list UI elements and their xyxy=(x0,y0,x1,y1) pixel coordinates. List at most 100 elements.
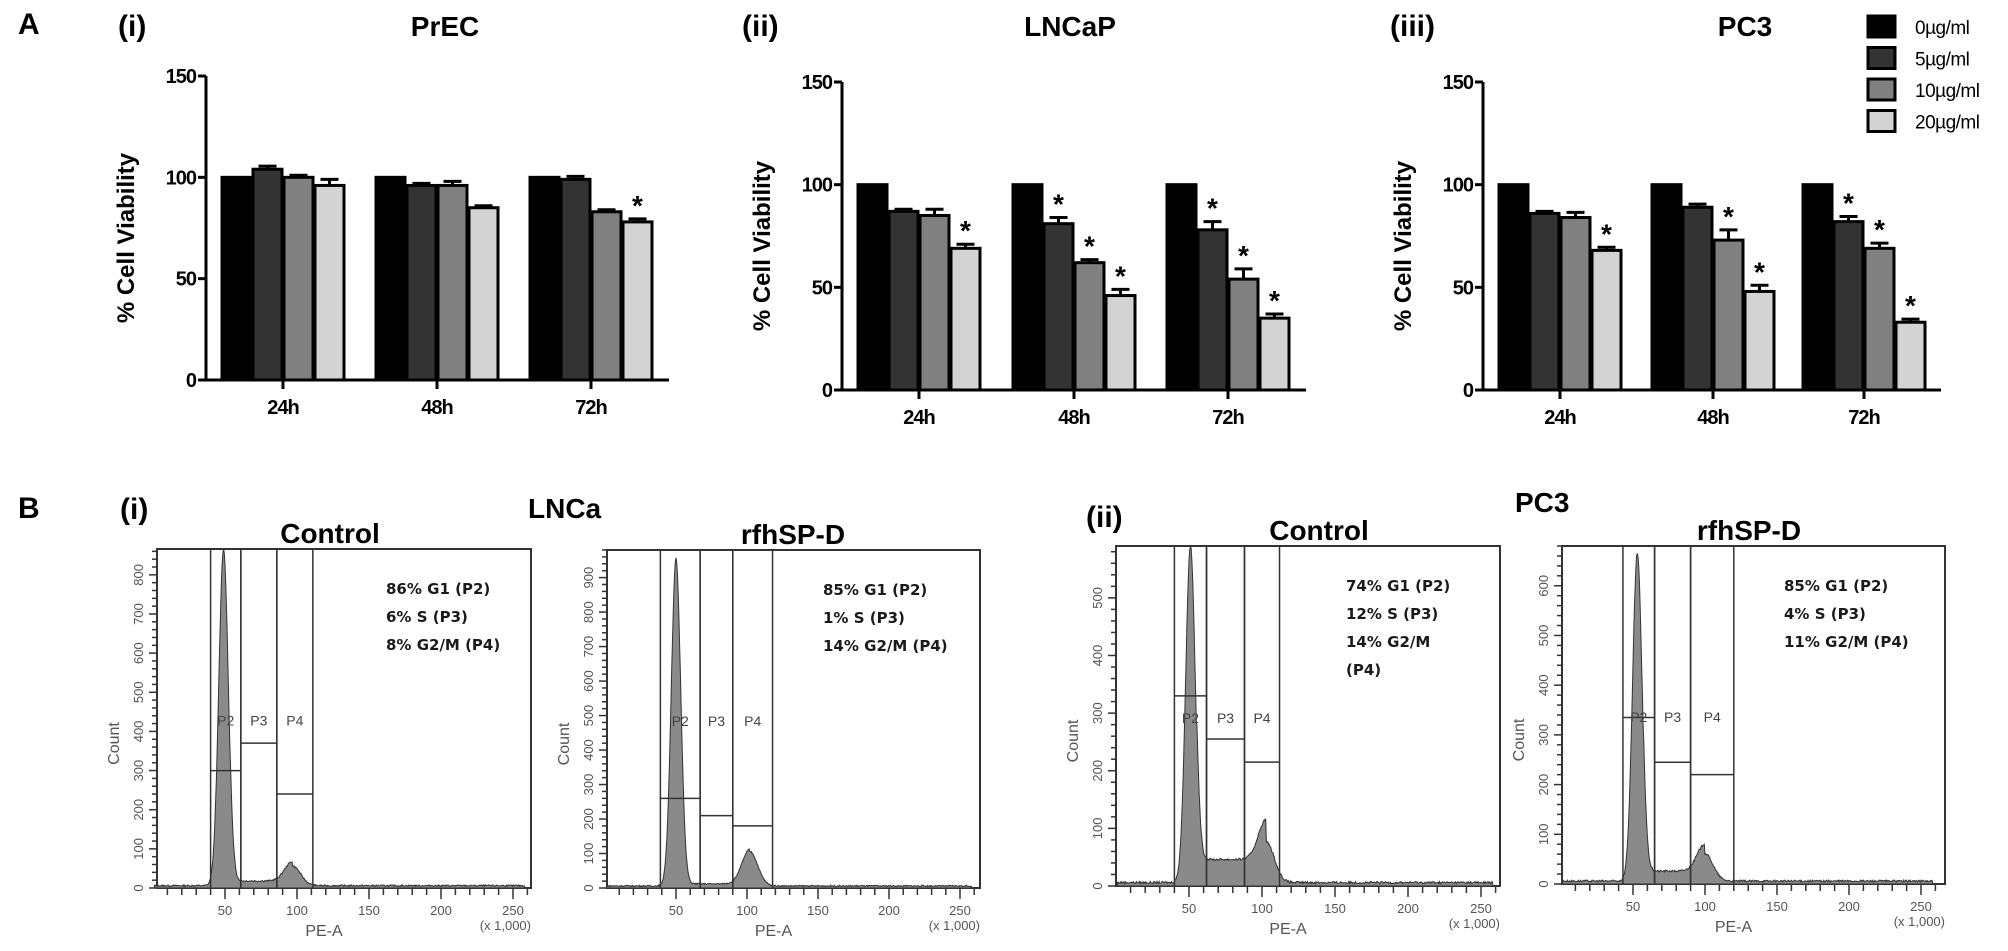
histogram-4: PC3 rfhSP-D P2 P3 P4 50 100 150 200 250 0 100 200 300… xyxy=(1511,487,1946,936)
phase-percentage: 11% G2/M (P4) xyxy=(1784,633,1909,651)
x-tick-label: 24h xyxy=(903,407,934,429)
y-tick-label: 50 xyxy=(812,277,833,299)
phase-percentage: 74% G1 (P2) xyxy=(1346,577,1450,595)
gate-label: P2 xyxy=(217,712,234,728)
y-tick-label: 600 xyxy=(1536,575,1551,597)
significance-star: * xyxy=(1269,285,1280,316)
bar xyxy=(1894,320,1927,392)
x-unit-label: (x 1,000) xyxy=(929,918,980,933)
y-tick-label: 100 xyxy=(166,167,197,189)
bar xyxy=(467,206,500,382)
phase-percentage: 14% G2/M (P4) xyxy=(823,637,948,655)
bar xyxy=(374,175,407,382)
x-tick-label: 200 xyxy=(1838,899,1860,914)
x-tick-label: 50 xyxy=(669,903,683,918)
bar xyxy=(405,183,438,382)
bar xyxy=(1863,246,1896,392)
significance-star: * xyxy=(1084,231,1095,262)
bar xyxy=(282,175,315,382)
histogram-curve xyxy=(605,557,972,889)
bar xyxy=(1559,216,1592,392)
y-tick-label: 500 xyxy=(1090,587,1105,609)
gate-label: P3 xyxy=(250,712,267,728)
significance-star: * xyxy=(1601,218,1612,249)
panel-number: (ii) xyxy=(742,10,779,43)
y-tick-label: 50 xyxy=(176,269,197,291)
significance-star: * xyxy=(1115,260,1126,291)
plot-frame xyxy=(1561,545,1946,885)
bar xyxy=(856,183,889,392)
phase-percentage: 85% G1 (P2) xyxy=(823,581,927,599)
y-tick-label: 0 xyxy=(1463,380,1474,402)
y-tick-label: 300 xyxy=(581,774,596,796)
significance-star: * xyxy=(632,190,643,221)
bar xyxy=(1011,183,1044,392)
y-tick-label: 500 xyxy=(581,705,596,727)
gate-label: P4 xyxy=(286,712,303,728)
x-unit-label: (x 1,000) xyxy=(1449,916,1500,931)
y-tick-label: 600 xyxy=(131,642,146,664)
plot-frame xyxy=(1115,545,1501,887)
panel-number: (iii) xyxy=(1390,10,1435,43)
significance-star: * xyxy=(1843,187,1854,218)
bar xyxy=(949,246,982,392)
x-tick-label: 100 xyxy=(1694,899,1716,914)
y-tick-label: 0 xyxy=(131,884,146,891)
phase-percentage: 85% G1 (P2) xyxy=(1784,577,1888,595)
phase-percentage: 86% G1 (P2) xyxy=(386,580,490,598)
y-tick-label: 0 xyxy=(581,884,596,891)
x-axis-label: PE-A xyxy=(305,923,343,940)
histogram-title: Control xyxy=(1269,515,1369,546)
y-tick-label: 0 xyxy=(1090,882,1105,889)
bar xyxy=(1196,228,1229,392)
x-tick-label: 48h xyxy=(421,397,452,419)
charts: (i) PrEC 0 50 100 150 % Cell Viability 24h 48h 72… xyxy=(106,10,1980,940)
y-tick-label: 400 xyxy=(581,739,596,761)
x-tick-label: 150 xyxy=(1324,901,1346,916)
phase-percentage: 14% G2/M xyxy=(1346,633,1430,651)
gate-label: P3 xyxy=(1664,709,1681,725)
histogram-2: rfhSP-D P2 P3 P4 50 100 150 200 250 0 100 200 300 400… xyxy=(556,519,981,940)
x-tick-label: 250 xyxy=(1910,899,1932,914)
bar xyxy=(1497,183,1530,392)
significance-star: * xyxy=(1723,201,1734,232)
x-tick-label: 250 xyxy=(502,903,524,918)
bar xyxy=(1801,183,1834,392)
x-tick-label: 48h xyxy=(1697,407,1728,429)
bar xyxy=(1743,289,1776,392)
y-tick-label: 100 xyxy=(1090,818,1105,840)
phase-percentage: 1% S (P3) xyxy=(823,609,905,627)
y-tick-label: 500 xyxy=(1536,625,1551,647)
significance-star: * xyxy=(1874,214,1885,245)
x-tick-label: 200 xyxy=(878,903,900,918)
x-tick-label: 250 xyxy=(949,903,971,918)
x-tick-label: 150 xyxy=(1766,899,1788,914)
significance-star: * xyxy=(1754,256,1765,287)
y-tick-label: 100 xyxy=(131,838,146,860)
gate-label: P2 xyxy=(1630,709,1647,725)
y-axis-label: Count xyxy=(556,722,573,765)
y-tick-label: 150 xyxy=(166,66,197,88)
y-tick-label: 300 xyxy=(1536,724,1551,746)
bar xyxy=(1590,248,1623,392)
x-tick-label: 50 xyxy=(218,903,232,918)
bar xyxy=(887,209,920,392)
chart-title: LNCaP xyxy=(1024,11,1116,42)
bar xyxy=(590,210,623,382)
bar xyxy=(220,175,253,382)
x-tick-label: 72h xyxy=(1212,407,1243,429)
significance-star: * xyxy=(960,215,971,246)
y-tick-label: 800 xyxy=(131,564,146,586)
y-axis-label: Count xyxy=(1511,718,1528,761)
gate-label: P4 xyxy=(1253,710,1270,726)
gate-label: P2 xyxy=(1182,710,1199,726)
x-tick-label: 100 xyxy=(286,903,308,918)
y-tick-label: 0 xyxy=(822,380,833,402)
bar xyxy=(1042,222,1075,392)
x-tick-label: 100 xyxy=(736,903,758,918)
x-axis-label: PE-A xyxy=(1715,919,1753,936)
phase-percentage: 6% S (P3) xyxy=(386,608,468,626)
phase-percentage: 12% S (P3) xyxy=(1346,605,1438,623)
x-tick-label: 48h xyxy=(1058,407,1089,429)
